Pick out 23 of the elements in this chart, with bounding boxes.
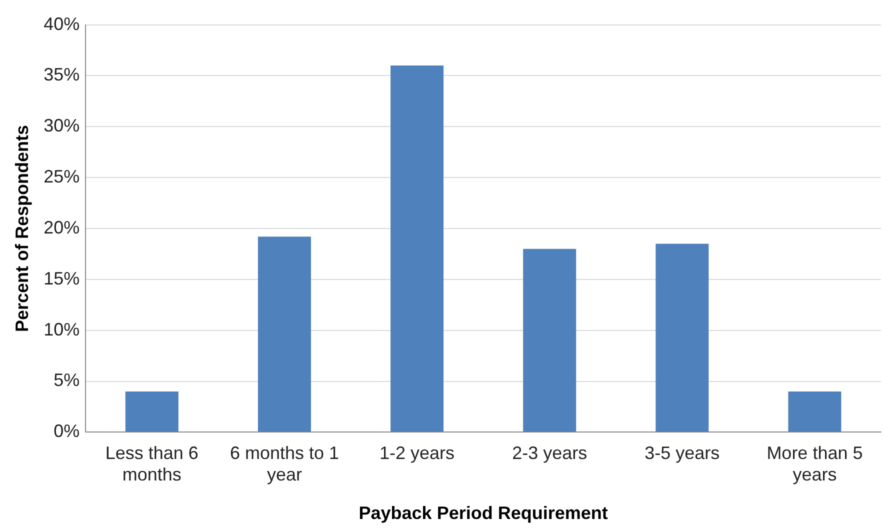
bar <box>656 244 709 432</box>
y-tick-label: 5% <box>54 370 80 390</box>
y-tick-label: 15% <box>44 268 80 288</box>
y-tick-label: 40% <box>44 14 80 34</box>
x-tick-label: 3-5 years <box>644 442 720 463</box>
x-tick-label: Less than 6 months <box>105 442 198 485</box>
y-tick-label: 25% <box>44 166 80 187</box>
y-tick-label: 0% <box>54 421 80 442</box>
bar <box>523 248 576 432</box>
bar <box>258 236 311 432</box>
bar <box>125 391 178 432</box>
bar <box>788 391 842 432</box>
x-tick-label: More than 5 years <box>766 442 863 485</box>
x-axis-title: Payback Period Requirement <box>358 503 608 524</box>
x-tick-label: 2-3 years <box>512 442 588 463</box>
bar <box>390 66 444 432</box>
y-axis-title: Percent of Respondents <box>12 124 32 332</box>
y-tick-label: 20% <box>44 217 80 238</box>
x-tick-label: 6 months to 1 year <box>230 442 340 485</box>
x-tick-label: 1-2 years <box>380 442 455 463</box>
y-tick-label: 10% <box>44 319 80 340</box>
y-tick-label: 30% <box>44 116 80 136</box>
y-tick-label: 35% <box>44 64 80 85</box>
